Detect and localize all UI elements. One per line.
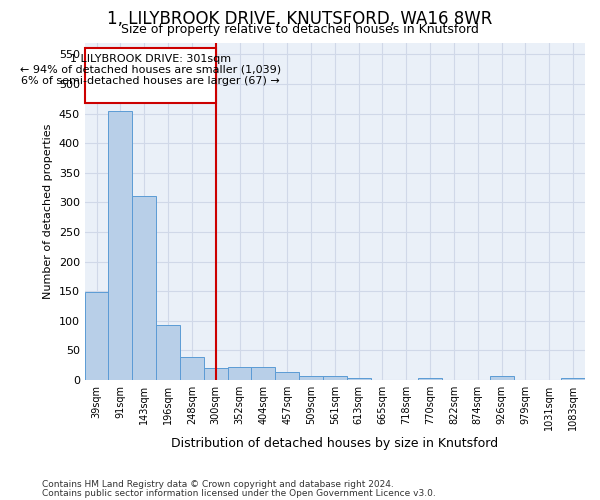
Bar: [156, 325, 180, 380]
Bar: [418, 378, 442, 380]
Text: 1 LILYBROOK DRIVE: 301sqm: 1 LILYBROOK DRIVE: 301sqm: [70, 54, 231, 64]
Bar: [490, 376, 514, 380]
FancyBboxPatch shape: [85, 48, 216, 103]
X-axis label: Distribution of detached houses by size in Knutsford: Distribution of detached houses by size …: [171, 437, 499, 450]
Bar: [133, 196, 156, 380]
Bar: [227, 367, 251, 380]
Bar: [85, 292, 109, 380]
Bar: [323, 376, 347, 380]
Bar: [561, 378, 585, 380]
Bar: [299, 376, 323, 380]
Bar: [204, 368, 227, 380]
Text: Size of property relative to detached houses in Knutsford: Size of property relative to detached ho…: [121, 22, 479, 36]
Bar: [347, 378, 371, 380]
Text: 6% of semi-detached houses are larger (67) →: 6% of semi-detached houses are larger (6…: [21, 76, 280, 86]
Text: Contains HM Land Registry data © Crown copyright and database right 2024.: Contains HM Land Registry data © Crown c…: [42, 480, 394, 489]
Bar: [275, 372, 299, 380]
Bar: [180, 358, 204, 380]
Y-axis label: Number of detached properties: Number of detached properties: [43, 124, 53, 299]
Text: 1, LILYBROOK DRIVE, KNUTSFORD, WA16 8WR: 1, LILYBROOK DRIVE, KNUTSFORD, WA16 8WR: [107, 10, 493, 28]
Text: ← 94% of detached houses are smaller (1,039): ← 94% of detached houses are smaller (1,…: [20, 65, 281, 75]
Bar: [251, 367, 275, 380]
Bar: [109, 110, 133, 380]
Text: Contains public sector information licensed under the Open Government Licence v3: Contains public sector information licen…: [42, 488, 436, 498]
